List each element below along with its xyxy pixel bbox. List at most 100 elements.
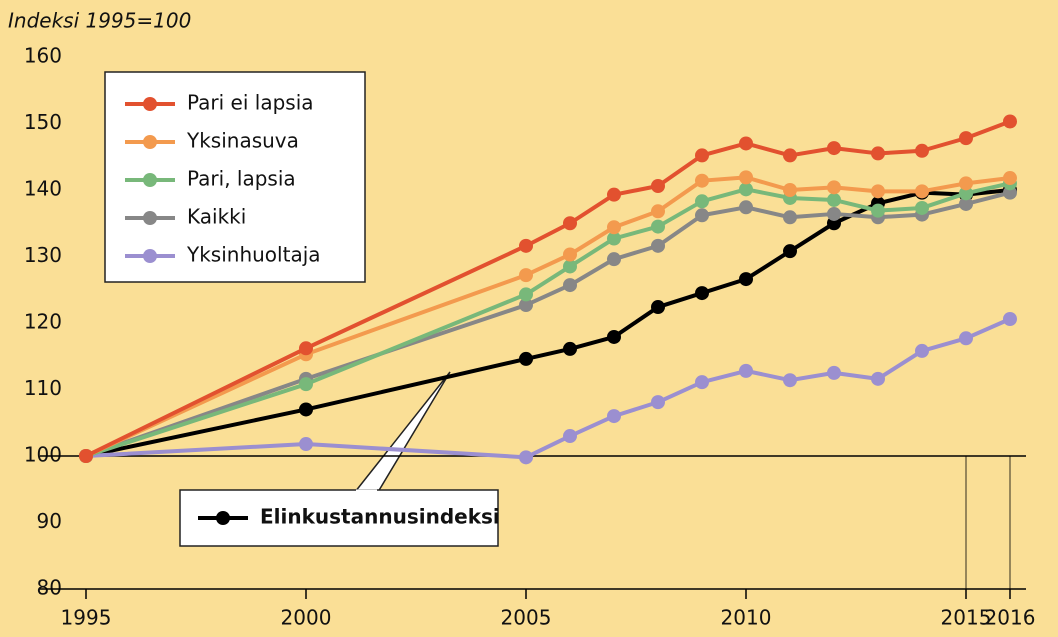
point	[563, 247, 577, 262]
point	[651, 395, 665, 410]
point	[695, 194, 709, 209]
y-tick-label: 120	[24, 310, 62, 334]
point	[827, 365, 841, 380]
point	[1003, 312, 1017, 327]
legend-label: Yksinhuoltaja	[186, 243, 321, 267]
point	[1003, 114, 1017, 129]
point	[739, 363, 753, 378]
point	[607, 231, 621, 246]
point	[739, 182, 753, 197]
point	[959, 176, 973, 191]
point	[827, 180, 841, 195]
point	[783, 210, 797, 225]
legend-marker	[216, 511, 230, 525]
point	[915, 184, 929, 199]
point	[519, 287, 533, 302]
y-tick-label: 160	[24, 44, 62, 68]
point	[739, 136, 753, 151]
legend-label: Pari, lapsia	[187, 167, 296, 191]
point	[651, 238, 665, 253]
series-line	[85, 317, 1011, 460]
point	[959, 331, 973, 346]
x-tick-label: 2005	[501, 606, 552, 630]
y-tick-label: 140	[24, 177, 62, 201]
point	[651, 300, 665, 315]
x-tick-label: 1995	[61, 606, 112, 630]
point	[519, 238, 533, 253]
legend-marker	[143, 173, 157, 187]
point	[299, 402, 313, 417]
point	[607, 187, 621, 202]
y-tick-label: 150	[24, 110, 62, 134]
point	[959, 131, 973, 146]
point	[1003, 171, 1017, 186]
legend-label: Kaikki	[187, 205, 246, 229]
point	[915, 200, 929, 215]
point	[871, 184, 885, 199]
point	[827, 206, 841, 221]
y-tick-label: 80	[37, 576, 62, 600]
point	[563, 216, 577, 231]
point	[519, 450, 533, 465]
x-tick-label: 2000	[281, 606, 332, 630]
point	[563, 429, 577, 444]
point	[827, 141, 841, 156]
legend-label: Pari ei lapsia	[187, 91, 314, 115]
point	[871, 146, 885, 161]
point	[739, 272, 753, 287]
point	[299, 437, 313, 452]
point	[563, 341, 577, 356]
point	[827, 192, 841, 207]
point	[519, 268, 533, 283]
series-line	[85, 119, 1011, 458]
point	[519, 351, 533, 366]
point	[871, 203, 885, 218]
point	[959, 196, 973, 211]
point	[959, 186, 973, 201]
point	[607, 220, 621, 235]
point	[783, 244, 797, 259]
series-line	[85, 190, 1011, 458]
point	[651, 204, 665, 219]
legend-marker	[143, 135, 157, 149]
y-tick-label: 130	[24, 243, 62, 267]
point	[563, 259, 577, 274]
series-line	[85, 175, 1011, 458]
x-tick-label: 2015	[941, 606, 992, 630]
point	[79, 449, 93, 463]
point	[695, 286, 709, 301]
legend-label: Elinkustannusindeksi	[260, 505, 500, 529]
legend-marker	[143, 211, 157, 225]
series-line	[85, 181, 1011, 458]
point	[607, 409, 621, 424]
x-tick-label: 2010	[721, 606, 772, 630]
point	[871, 371, 885, 386]
y-tick-label: 110	[24, 376, 62, 400]
y-tick-label: 90	[37, 509, 62, 533]
point	[607, 252, 621, 267]
x-tick-label: 2016	[985, 606, 1036, 630]
point	[695, 173, 709, 188]
point	[607, 329, 621, 344]
point	[695, 148, 709, 163]
point	[739, 200, 753, 215]
point	[299, 341, 313, 356]
legend-marker	[143, 249, 157, 263]
point	[915, 143, 929, 158]
series-line	[85, 188, 1011, 458]
point	[563, 278, 577, 293]
legend-marker	[143, 97, 157, 111]
point	[651, 179, 665, 194]
legend-label: Yksinasuva	[186, 129, 299, 153]
point	[783, 373, 797, 388]
point	[783, 148, 797, 163]
point	[519, 298, 533, 313]
point	[695, 208, 709, 223]
point	[783, 183, 797, 197]
callout-pointer	[353, 371, 451, 493]
y-axis-label: Indeksi 1995=100	[8, 9, 191, 33]
point	[651, 219, 665, 234]
point	[915, 343, 929, 358]
point	[299, 377, 313, 392]
